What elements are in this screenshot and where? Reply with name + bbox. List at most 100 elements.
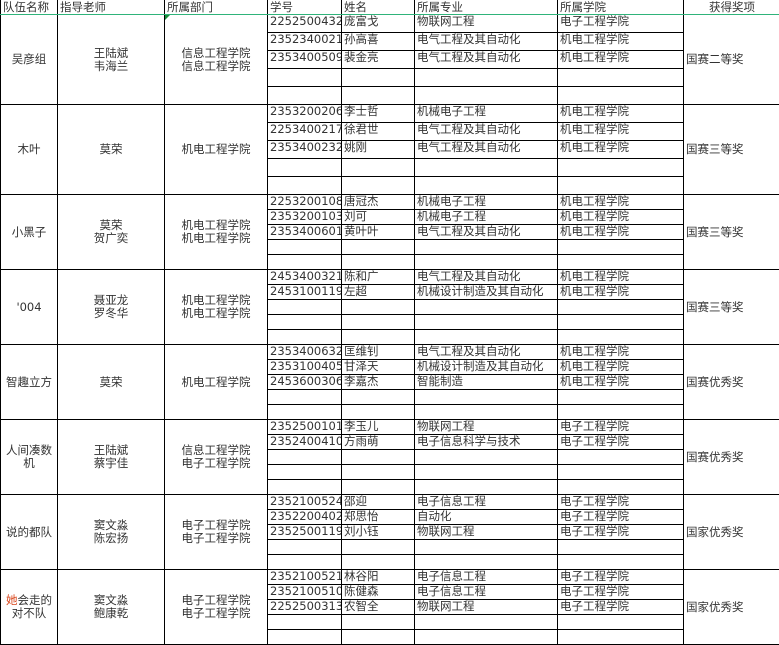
student-id-cell[interactable] [268,615,342,630]
college-cell[interactable] [558,69,684,87]
college-cell[interactable] [558,465,684,480]
major-cell[interactable]: 电子信息工程 [415,585,558,600]
department-cell[interactable]: 信息工程学院信息工程学院 [165,15,268,105]
college-cell[interactable]: 机电工程学院 [558,33,684,51]
student-id-cell[interactable] [268,330,342,345]
major-cell[interactable]: 智能制造 [415,375,558,390]
student-name-cell[interactable]: 林谷阳 [342,570,415,585]
student-id-cell[interactable] [268,555,342,570]
major-cell[interactable]: 电子信息工程 [415,570,558,585]
student-id-cell[interactable]: 2352500101 [268,420,342,435]
student-id-cell[interactable]: 2353400601 [268,225,342,240]
team-name-cell[interactable]: '004 [1,270,58,345]
student-id-cell[interactable] [268,405,342,420]
department-cell[interactable]: 机电工程学院机电工程学院 [165,195,268,270]
student-name-cell[interactable]: 庞富戈 [342,15,415,33]
major-cell[interactable]: 机械电子工程 [415,195,558,210]
student-name-cell[interactable]: 陈和广 [342,270,415,285]
header-college[interactable]: 所属学院 [558,0,684,15]
college-cell[interactable]: 机电工程学院 [558,105,684,123]
teacher-cell[interactable]: 莫荣 [58,105,165,195]
teacher-cell[interactable]: 莫荣贺广奕 [58,195,165,270]
major-cell[interactable]: 电子信息工程 [415,495,558,510]
major-cell[interactable]: 物联网工程 [415,15,558,33]
student-name-cell[interactable]: 黄叶叶 [342,225,415,240]
award-cell[interactable]: 国赛三等奖 [684,105,779,195]
team-name-cell[interactable]: 说的都队 [1,495,58,570]
college-cell[interactable]: 机电工程学院 [558,270,684,285]
student-name-cell[interactable]: 姚刚 [342,141,415,159]
college-cell[interactable] [558,87,684,105]
major-cell[interactable] [415,540,558,555]
student-name-cell[interactable] [342,330,415,345]
teacher-cell[interactable]: 王陆斌韦海兰 [58,15,165,105]
team-name-cell[interactable]: 她会走的对不队 [1,570,58,645]
student-id-cell[interactable] [268,315,342,330]
student-id-cell[interactable] [268,465,342,480]
college-cell[interactable]: 机电工程学院 [558,345,684,360]
header-student-id[interactable]: 学号 [268,0,342,15]
student-name-cell[interactable] [342,555,415,570]
major-cell[interactable]: 自动化 [415,510,558,525]
college-cell[interactable] [558,390,684,405]
major-cell[interactable] [415,450,558,465]
major-cell[interactable]: 电气工程及其自动化 [415,270,558,285]
teacher-cell[interactable]: 莫荣 [58,345,165,420]
major-cell[interactable] [415,405,558,420]
student-name-cell[interactable]: 李玉儿 [342,420,415,435]
student-id-cell[interactable]: 2353200206 [268,105,342,123]
student-name-cell[interactable]: 匡维钊 [342,345,415,360]
student-id-cell[interactable] [268,87,342,105]
student-name-cell[interactable]: 左超 [342,285,415,300]
major-cell[interactable]: 电子信息科学与技术 [415,435,558,450]
major-cell[interactable] [415,390,558,405]
college-cell[interactable]: 电子工程学院 [558,570,684,585]
student-id-cell[interactable] [268,177,342,195]
teacher-cell[interactable]: 窦文淼鲍康乾 [58,570,165,645]
student-id-cell[interactable]: 2253400217 [268,123,342,141]
student-id-cell[interactable]: 2252500432 [268,15,342,33]
college-cell[interactable]: 机电工程学院 [558,210,684,225]
college-cell[interactable]: 电子工程学院 [558,585,684,600]
header-teacher[interactable]: 指导老师 [58,0,165,15]
team-name-cell[interactable]: 小黑子 [1,195,58,270]
college-cell[interactable] [558,315,684,330]
student-id-cell[interactable]: 2353200103 [268,210,342,225]
college-cell[interactable]: 机电工程学院 [558,375,684,390]
student-id-cell[interactable]: 2352100524 [268,495,342,510]
major-cell[interactable] [415,69,558,87]
student-name-cell[interactable]: 郑思怡 [342,510,415,525]
college-cell[interactable] [558,159,684,177]
header-student-name[interactable]: 姓名 [342,0,415,15]
college-cell[interactable] [558,240,684,255]
college-cell[interactable]: 电子工程学院 [558,495,684,510]
college-cell[interactable]: 机电工程学院 [558,141,684,159]
student-id-cell[interactable]: 2352100510 [268,585,342,600]
major-cell[interactable] [415,315,558,330]
student-name-cell[interactable] [342,177,415,195]
student-id-cell[interactable] [268,255,342,270]
student-id-cell[interactable]: 2453100119 [268,285,342,300]
student-name-cell[interactable] [342,255,415,270]
major-cell[interactable] [415,630,558,645]
student-name-cell[interactable] [342,405,415,420]
major-cell[interactable] [415,555,558,570]
student-name-cell[interactable]: 刘小钰 [342,525,415,540]
teacher-cell[interactable]: 窦文淼陈宏扬 [58,495,165,570]
college-cell[interactable] [558,405,684,420]
award-cell[interactable]: 国赛优秀奖 [684,345,779,420]
student-id-cell[interactable]: 2453600306 [268,375,342,390]
student-name-cell[interactable] [342,87,415,105]
college-cell[interactable] [558,255,684,270]
student-name-cell[interactable]: 陈健森 [342,585,415,600]
student-id-cell[interactable] [268,480,342,495]
student-id-cell[interactable] [268,540,342,555]
student-name-cell[interactable]: 裴金亮 [342,51,415,69]
student-id-cell[interactable]: 2352500119 [268,525,342,540]
major-cell[interactable] [415,330,558,345]
student-name-cell[interactable] [342,630,415,645]
student-id-cell[interactable] [268,300,342,315]
major-cell[interactable]: 机械电子工程 [415,105,558,123]
major-cell[interactable]: 电气工程及其自动化 [415,345,558,360]
student-name-cell[interactable]: 邵迎 [342,495,415,510]
